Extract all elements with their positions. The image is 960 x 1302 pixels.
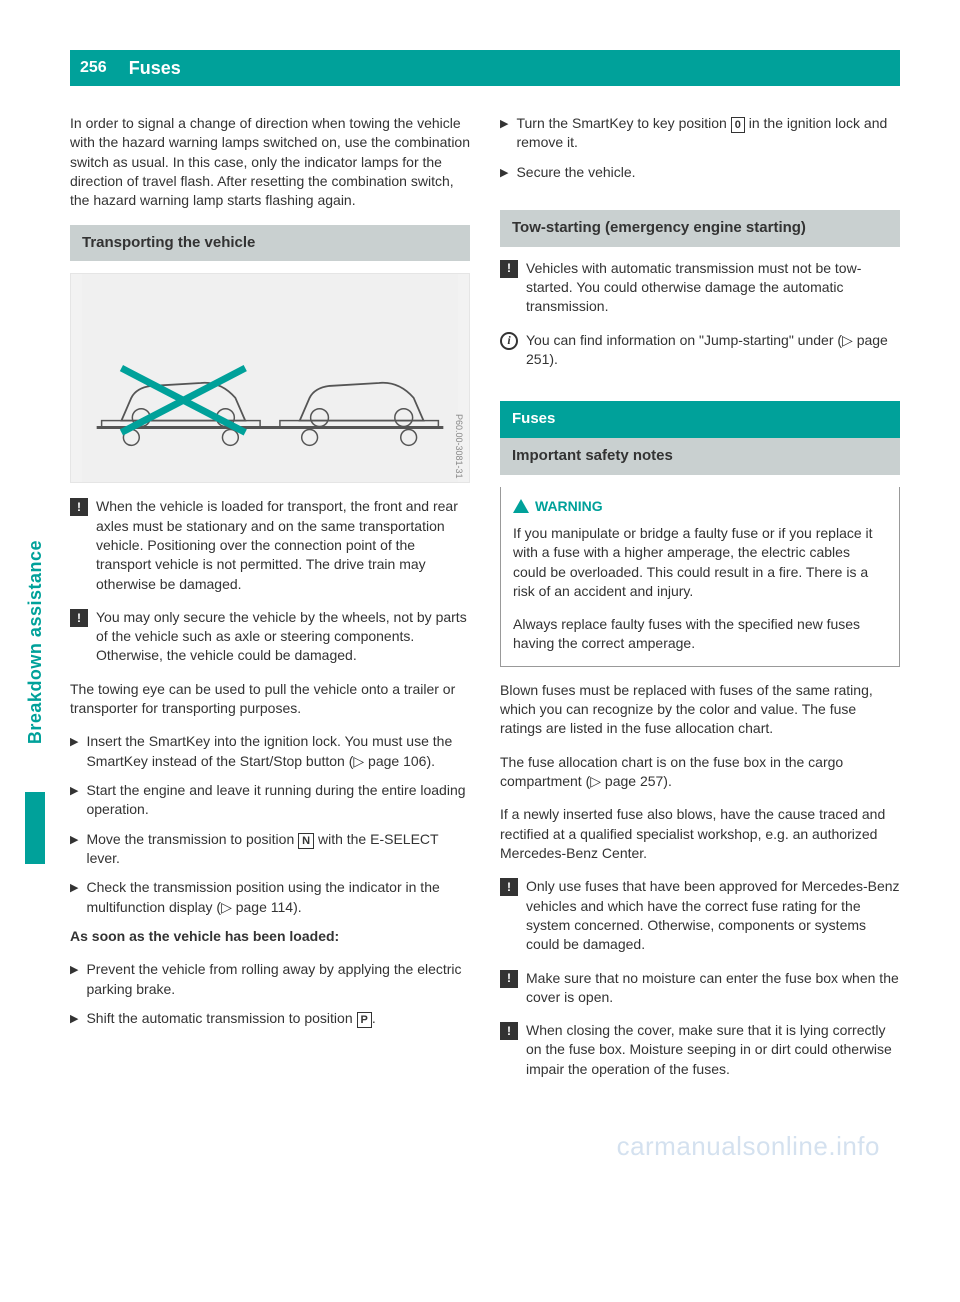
notice-axles: ! When the vehicle is loaded for transpo… xyxy=(70,497,470,594)
left-column: In order to signal a change of direction… xyxy=(70,114,470,1093)
notice-secure-wheels: ! You may only secure the vehicle by the… xyxy=(70,608,470,666)
step-text: Check the transmission position using th… xyxy=(86,878,470,917)
notice-text: Make sure that no moisture can enter the… xyxy=(526,969,900,1008)
step-secure-vehicle: ▶ Secure the vehicle. xyxy=(500,163,900,182)
step-arrow-icon: ▶ xyxy=(70,1012,78,1027)
header-title: Fuses xyxy=(117,50,900,86)
notice-text: Vehicles with automatic transmission mus… xyxy=(526,259,900,317)
loaded-heading: As soon as the vehicle has been loaded: xyxy=(70,927,470,946)
fuse-paragraph: If a newly inserted fuse also blows, hav… xyxy=(500,805,900,863)
step-turn-key: ▶ Turn the SmartKey to key position 0 in… xyxy=(500,114,900,153)
subsection-heading-safety: Important safety notes xyxy=(500,438,900,475)
step-arrow-icon: ▶ xyxy=(500,117,508,132)
step-text: Insert the SmartKey into the ignition lo… xyxy=(86,732,470,771)
warning-triangle-icon xyxy=(513,499,529,513)
notice-text: You may only secure the vehicle by the w… xyxy=(96,608,470,666)
side-tab-label: Breakdown assistance xyxy=(25,540,46,744)
step-arrow-icon: ▶ xyxy=(70,833,78,848)
step-move-transmission: ▶ Move the transmission to position N wi… xyxy=(70,830,470,869)
step-arrow-icon: ▶ xyxy=(500,166,508,181)
warning-paragraph: If you manipulate or bridge a faulty fus… xyxy=(513,524,887,601)
exclamation-icon: ! xyxy=(500,970,518,988)
step-parking-brake: ▶ Prevent the vehicle from rolling away … xyxy=(70,960,470,999)
section-heading-fuses: Fuses xyxy=(500,401,900,438)
info-jumpstart: i You can find information on "Jump-star… xyxy=(500,331,900,370)
page-number: 256 xyxy=(70,50,117,86)
spacer xyxy=(500,192,900,210)
exclamation-icon: ! xyxy=(70,609,88,627)
step-text: Shift the automatic transmission to posi… xyxy=(86,1009,470,1028)
towing-eye-paragraph: The towing eye can be used to pull the v… xyxy=(70,680,470,719)
notice-moisture: ! Make sure that no moisture can enter t… xyxy=(500,969,900,1008)
warning-box: WARNING If you manipulate or bridge a fa… xyxy=(500,487,900,667)
notice-text: When closing the cover, make sure that i… xyxy=(526,1021,900,1079)
step-text: Turn the SmartKey to key position 0 in t… xyxy=(516,114,900,153)
transport-figure: P60.00-3081-31 xyxy=(70,273,470,483)
step-arrow-icon: ▶ xyxy=(70,735,78,750)
intro-paragraph: In order to signal a change of direction… xyxy=(70,114,470,211)
figure-reference: P60.00-3081-31 xyxy=(453,414,465,479)
exclamation-icon: ! xyxy=(500,1022,518,1040)
side-tab-block xyxy=(25,792,45,864)
key-n: N xyxy=(298,833,314,849)
step-text: Start the engine and leave it running du… xyxy=(86,781,470,820)
section-heading-towstart: Tow-starting (emergency engine starting) xyxy=(500,210,900,247)
notice-no-towstart: ! Vehicles with automatic transmission m… xyxy=(500,259,900,317)
page-header: 256 Fuses xyxy=(70,50,900,86)
step-arrow-icon: ▶ xyxy=(70,784,78,799)
fuse-paragraph: The fuse allocation chart is on the fuse… xyxy=(500,753,900,792)
notice-cover: ! When closing the cover, make sure that… xyxy=(500,1021,900,1079)
warning-paragraph: Always replace faulty fuses with the spe… xyxy=(513,615,887,654)
step-start-engine: ▶ Start the engine and leave it running … xyxy=(70,781,470,820)
fuse-paragraph: Blown fuses must be replaced with fuses … xyxy=(500,681,900,739)
step-check-transmission: ▶ Check the transmission position using … xyxy=(70,878,470,917)
step-arrow-icon: ▶ xyxy=(70,881,78,896)
step-text: Prevent the vehicle from rolling away by… xyxy=(86,960,470,999)
step-shift-p: ▶ Shift the automatic transmission to po… xyxy=(70,1009,470,1028)
info-icon: i xyxy=(500,332,518,350)
step-insert-key: ▶ Insert the SmartKey into the ignition … xyxy=(70,732,470,771)
notice-text: Only use fuses that have been approved f… xyxy=(526,877,900,954)
info-text: You can find information on "Jump-starti… xyxy=(526,331,900,370)
exclamation-icon: ! xyxy=(500,878,518,896)
manual-page: 256 Fuses Breakdown assistance In order … xyxy=(0,0,960,1302)
content-columns: In order to signal a change of direction… xyxy=(70,114,900,1093)
step-arrow-icon: ▶ xyxy=(70,963,78,978)
exclamation-icon: ! xyxy=(70,498,88,516)
exclamation-icon: ! xyxy=(500,260,518,278)
step-text: Secure the vehicle. xyxy=(516,163,900,182)
right-column: ▶ Turn the SmartKey to key position 0 in… xyxy=(500,114,900,1093)
warning-header: WARNING xyxy=(513,497,887,516)
watermark: carmanualsonline.info xyxy=(617,1131,880,1162)
notice-text: When the vehicle is loaded for transport… xyxy=(96,497,470,594)
section-heading-transporting: Transporting the vehicle xyxy=(70,225,470,262)
key-p: P xyxy=(357,1012,372,1028)
transport-svg xyxy=(71,274,469,482)
notice-approved-fuses: ! Only use fuses that have been approved… xyxy=(500,877,900,954)
key-0: 0 xyxy=(731,117,745,133)
spacer xyxy=(500,383,900,401)
warning-label: WARNING xyxy=(535,497,603,516)
step-text: Move the transmission to position N with… xyxy=(86,830,470,869)
